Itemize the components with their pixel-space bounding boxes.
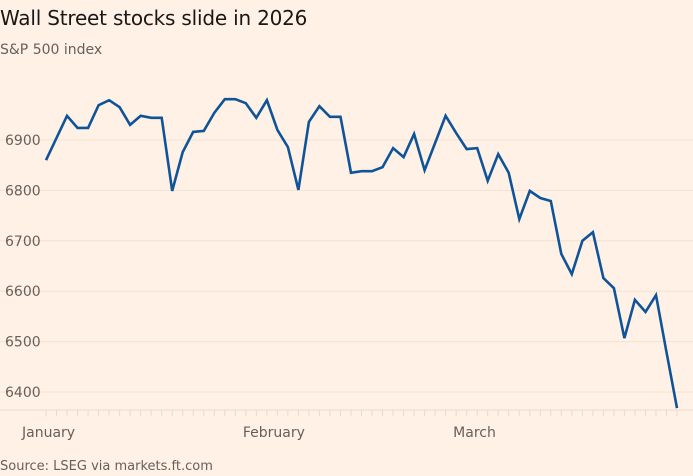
series-line-sp500 <box>44 97 679 409</box>
chart-title: Wall Street stocks slide in 2026 <box>0 6 308 30</box>
x-tick-label: February <box>243 425 305 441</box>
y-tick-label: 6900 <box>5 133 41 149</box>
y-axis: 6400 6500 6600 6700 6800 6900 <box>5 133 41 401</box>
x-axis: January February March <box>0 409 693 441</box>
y-tick-label: 6500 <box>5 335 41 351</box>
y-tick-label: 6600 <box>5 284 41 300</box>
y-tick-label: 6700 <box>5 234 41 250</box>
gridlines <box>0 139 693 393</box>
y-tick-label: 6800 <box>5 183 41 199</box>
x-tick-label: March <box>453 425 496 441</box>
source-note: Source: LSEG via markets.ft.com <box>0 459 213 474</box>
chart-subtitle: S&P 500 index <box>0 42 103 58</box>
series <box>44 97 679 409</box>
y-tick-label: 6400 <box>5 385 41 401</box>
x-tick-label: January <box>21 425 75 441</box>
